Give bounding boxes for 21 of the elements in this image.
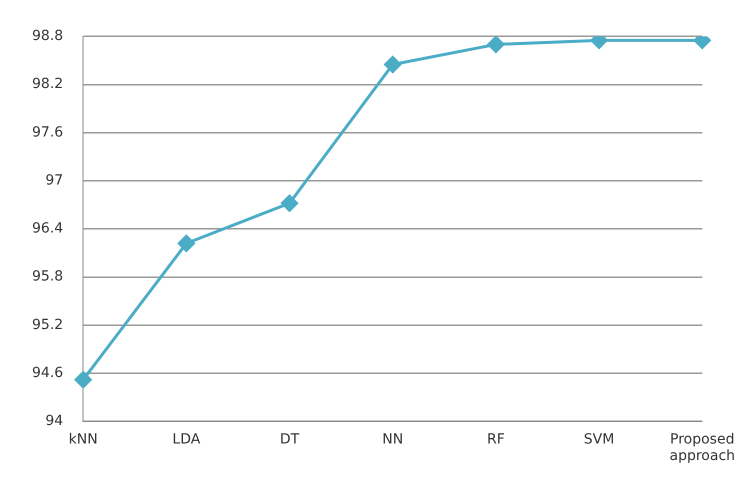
y-tick-label: 97: [45, 172, 64, 188]
point: [487, 36, 504, 53]
y-tick-label: 94.6: [32, 364, 64, 381]
x-tick-label: LDA: [172, 431, 201, 448]
x-tick-label: DT: [280, 431, 300, 448]
y-tick-label: 95.8: [32, 268, 64, 285]
y-tick-label: 95.2: [32, 316, 64, 333]
point: [178, 234, 195, 252]
y-tick-label: 97.6: [32, 124, 64, 140]
y-tick-label: 98.2: [32, 76, 64, 92]
point: [74, 371, 92, 388]
y-tick-label: 96.4: [32, 220, 64, 237]
y-tick-label: 98.8: [32, 28, 64, 44]
x-tick-label: Proposed approach: [669, 431, 735, 464]
point: [384, 56, 402, 73]
x-tick-label: RF: [486, 431, 505, 448]
x-tick-label: NN: [382, 431, 404, 448]
point: [281, 194, 298, 212]
x-tick-label: kNN: [68, 431, 98, 448]
x-tick-label: SVM: [584, 431, 614, 448]
y-tick-label: 94: [45, 413, 64, 430]
